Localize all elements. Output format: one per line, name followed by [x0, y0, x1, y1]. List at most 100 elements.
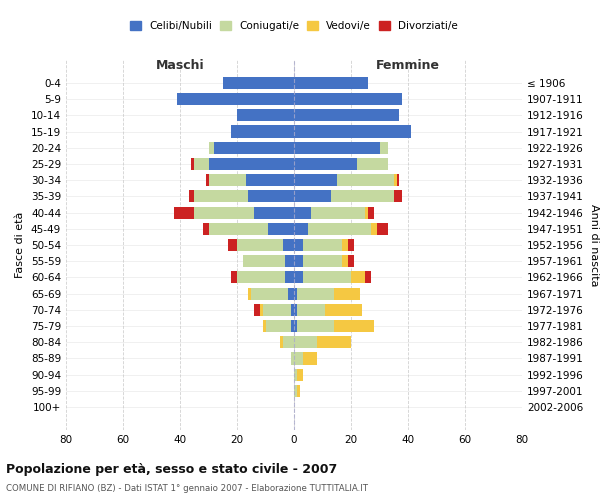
Bar — [294, 158, 356, 170]
Bar — [294, 190, 331, 202]
Bar — [377, 222, 388, 235]
Bar — [394, 174, 397, 186]
Bar — [214, 142, 294, 154]
Bar — [371, 222, 377, 235]
Bar — [291, 352, 294, 364]
Bar — [188, 190, 194, 202]
Bar — [337, 174, 394, 186]
Bar — [297, 304, 325, 316]
Bar — [254, 304, 260, 316]
Bar — [209, 222, 268, 235]
Bar — [351, 272, 365, 283]
Bar — [302, 272, 351, 283]
Bar — [232, 126, 294, 138]
Bar — [294, 272, 302, 283]
Bar — [254, 206, 294, 218]
Bar — [302, 255, 343, 268]
Legend: Celibi/Nubili, Coniugati/e, Vedovi/e, Divorziati/e: Celibi/Nubili, Coniugati/e, Vedovi/e, Di… — [130, 21, 458, 31]
Bar — [177, 93, 294, 105]
Text: Maschi: Maschi — [155, 58, 205, 71]
Bar — [291, 304, 294, 316]
Bar — [294, 126, 411, 138]
Bar — [348, 239, 354, 251]
Bar — [265, 320, 291, 332]
Bar — [343, 255, 348, 268]
Bar — [294, 222, 308, 235]
Bar — [283, 239, 294, 251]
Bar — [291, 320, 294, 332]
Bar — [368, 206, 374, 218]
Bar — [289, 288, 294, 300]
Bar — [297, 385, 300, 397]
Bar — [248, 190, 294, 202]
Bar — [294, 109, 400, 122]
Bar — [294, 336, 317, 348]
Bar — [194, 190, 248, 202]
Bar — [365, 272, 371, 283]
Bar — [206, 174, 209, 186]
Bar — [356, 158, 388, 170]
Bar — [380, 142, 388, 154]
Bar — [294, 352, 302, 364]
Bar — [194, 206, 254, 218]
Y-axis label: Fasce di età: Fasce di età — [16, 212, 25, 278]
Bar — [311, 206, 365, 218]
Bar — [334, 320, 374, 332]
Bar — [294, 93, 403, 105]
Y-axis label: Anni di nascita: Anni di nascita — [589, 204, 599, 286]
Bar — [237, 109, 294, 122]
Bar — [297, 288, 334, 300]
Bar — [260, 304, 263, 316]
Bar — [331, 190, 394, 202]
Bar — [302, 352, 317, 364]
Bar — [268, 222, 294, 235]
Bar — [294, 304, 297, 316]
Bar — [394, 190, 403, 202]
Text: COMUNE DI RIFIANO (BZ) - Dati ISTAT 1° gennaio 2007 - Elaborazione TUTTITALIA.IT: COMUNE DI RIFIANO (BZ) - Dati ISTAT 1° g… — [6, 484, 368, 493]
Bar — [245, 174, 294, 186]
Bar — [334, 288, 359, 300]
Bar — [294, 320, 297, 332]
Bar — [237, 239, 283, 251]
Text: Popolazione per età, sesso e stato civile - 2007: Popolazione per età, sesso e stato civil… — [6, 462, 337, 475]
Bar — [263, 304, 291, 316]
Bar — [365, 206, 368, 218]
Bar — [294, 288, 297, 300]
Bar — [286, 255, 294, 268]
Bar — [308, 222, 371, 235]
Bar — [209, 158, 294, 170]
Bar — [263, 320, 265, 332]
Bar — [325, 304, 362, 316]
Bar — [223, 77, 294, 89]
Bar — [294, 206, 311, 218]
Bar — [175, 206, 194, 218]
Bar — [297, 368, 302, 381]
Bar — [317, 336, 351, 348]
Bar — [297, 320, 334, 332]
Bar — [209, 174, 245, 186]
Bar — [397, 174, 400, 186]
Bar — [251, 288, 289, 300]
Bar — [283, 336, 294, 348]
Bar — [194, 158, 209, 170]
Bar — [294, 368, 297, 381]
Bar — [237, 272, 286, 283]
Bar — [294, 174, 337, 186]
Bar — [294, 385, 297, 397]
Bar — [191, 158, 194, 170]
Bar — [294, 77, 368, 89]
Bar — [294, 142, 380, 154]
Bar — [229, 239, 237, 251]
Bar — [343, 239, 348, 251]
Bar — [209, 142, 214, 154]
Bar — [302, 239, 343, 251]
Bar — [203, 222, 209, 235]
Bar — [294, 255, 302, 268]
Text: Femmine: Femmine — [376, 58, 440, 71]
Bar — [242, 255, 286, 268]
Bar — [280, 336, 283, 348]
Bar — [294, 239, 302, 251]
Bar — [232, 272, 237, 283]
Bar — [248, 288, 251, 300]
Bar — [348, 255, 354, 268]
